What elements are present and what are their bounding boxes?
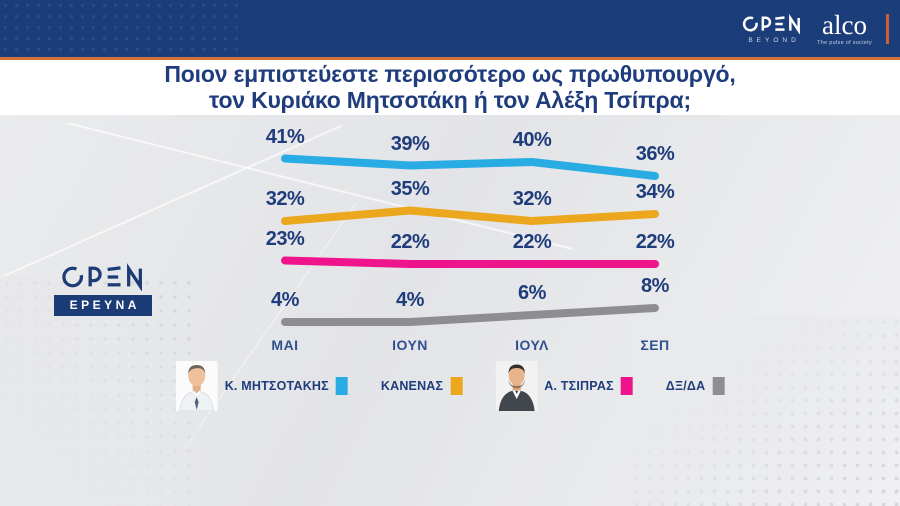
accent-divider [0,57,900,60]
alco-logo: alco The pulse of society [817,10,872,47]
question-line-1: Ποιον εμπιστεύεστε περισσότερο ως πρωθυπ… [164,61,736,87]
chart-panel: ΕΡΕΥΝΑ [0,114,900,506]
dot-pattern [630,316,900,506]
open-logo-icon [742,13,800,34]
erevna-label: ΕΡΕΥΝΑ [54,294,152,316]
background-streak [0,124,343,297]
alco-accent-bar [886,13,889,44]
alco-wordmark: alco [822,10,868,40]
open-erevna-logo: ΕΡΕΥΝΑ [54,262,152,316]
question-band: Ποιον εμπιστεύεστε περισσότερο ως πρωθυπ… [0,59,900,115]
top-bar-logos: BEYOND alco The pulse of society [741,0,889,57]
open-beyond-logo: BEYOND [741,13,803,44]
top-bar: BEYOND alco The pulse of society [0,0,900,57]
background-streak [183,201,357,449]
open-logo-icon [62,262,142,291]
open-beyond-label: BEYOND [748,36,800,44]
alco-tagline: The pulse of society [817,40,872,46]
background-streak [67,121,573,249]
dot-pattern [0,0,240,57]
question-line-2: τον Κυριάκο Μητσοτάκη ή τον Αλέξη Τσίπρα… [209,87,691,113]
